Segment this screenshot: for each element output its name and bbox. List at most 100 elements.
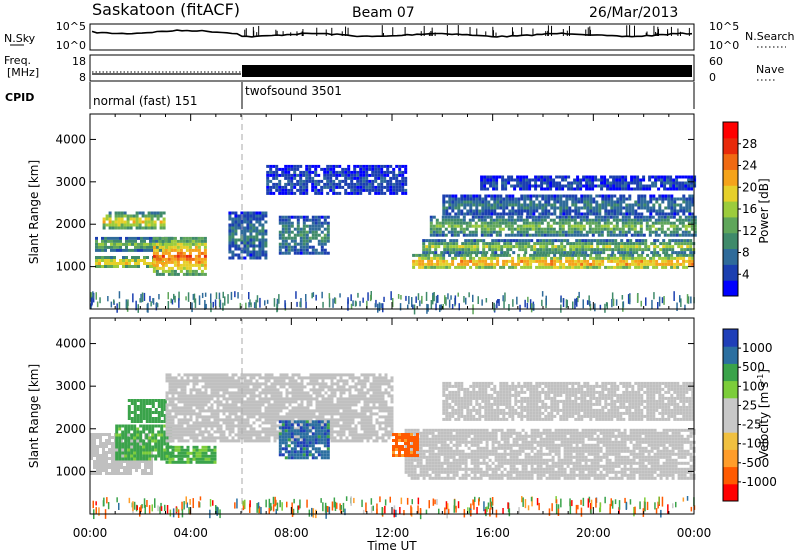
velocity-cell xyxy=(180,406,184,410)
power-cell xyxy=(326,185,330,189)
velocity-cell xyxy=(267,376,271,380)
velocity-cell xyxy=(148,454,152,458)
power-cell xyxy=(290,167,294,171)
velocity-cell xyxy=(139,408,143,411)
velocity-cell xyxy=(252,394,256,398)
power-cell xyxy=(551,248,555,252)
power-cell xyxy=(597,230,601,234)
power-cell xyxy=(290,245,294,249)
power-cell xyxy=(663,230,667,234)
velocity-cell xyxy=(165,430,169,434)
power-cell xyxy=(673,262,677,266)
velocity-cell xyxy=(198,400,202,404)
power-cell xyxy=(134,236,137,240)
power-cell xyxy=(255,232,259,236)
velocity-cell xyxy=(249,439,253,443)
velocity-cell xyxy=(105,454,108,457)
velocity-cell xyxy=(165,415,169,419)
power-cell xyxy=(664,262,668,266)
power-cell xyxy=(633,230,637,234)
power-cell xyxy=(542,239,546,243)
velocity-cell xyxy=(148,402,152,405)
velocity-cell xyxy=(151,399,155,402)
velocity-cell xyxy=(264,430,268,434)
power-cell xyxy=(634,200,638,204)
power-cell xyxy=(640,206,644,210)
velocity-cell xyxy=(145,399,149,402)
velocity-cell xyxy=(135,469,138,472)
power-cell xyxy=(521,242,525,246)
power-cell xyxy=(603,218,607,222)
velocity-cell xyxy=(204,418,208,422)
velocity-cell xyxy=(130,420,134,423)
power-cell xyxy=(484,256,488,260)
velocity-cell xyxy=(93,466,96,469)
power-cell xyxy=(666,215,670,219)
power-cell xyxy=(693,175,697,179)
velocity-cell xyxy=(177,433,181,437)
power-cell xyxy=(581,245,585,249)
power-cell xyxy=(554,251,558,255)
power-cell xyxy=(519,233,523,237)
velocity-cell xyxy=(192,385,196,389)
power-cell xyxy=(594,184,598,188)
power-cell xyxy=(616,212,620,216)
power-cell xyxy=(622,200,626,204)
power-cell xyxy=(688,206,692,210)
power-cell xyxy=(249,220,253,224)
velocity-cell xyxy=(210,382,214,386)
velocity-cell xyxy=(216,403,220,407)
power-cell xyxy=(421,256,425,260)
power-cell xyxy=(654,221,658,225)
power-cell xyxy=(427,259,431,263)
power-cell xyxy=(264,300,266,306)
power-cell xyxy=(589,262,593,266)
power-cell xyxy=(170,266,174,270)
power-cell xyxy=(614,248,618,252)
power-cell xyxy=(493,209,497,213)
power-cell xyxy=(633,187,637,191)
power-cell xyxy=(509,242,513,246)
power-cell xyxy=(252,256,256,260)
velocity-cell xyxy=(165,406,169,410)
power-cell xyxy=(293,170,297,174)
velocity-cell xyxy=(139,436,143,440)
power-cell xyxy=(452,242,456,246)
power-cell xyxy=(293,233,297,237)
power-cell xyxy=(620,245,624,249)
power-cell xyxy=(203,245,207,249)
power-cell xyxy=(368,188,372,192)
power-cell xyxy=(563,251,567,255)
power-cell xyxy=(455,251,459,255)
power-cell xyxy=(258,223,262,227)
power-cell xyxy=(278,251,282,255)
power-cell xyxy=(530,248,534,252)
velocity-cell xyxy=(258,436,262,440)
power-cell xyxy=(293,245,297,249)
velocity-cell xyxy=(171,394,175,398)
velocity-cell xyxy=(157,445,161,449)
power-cell xyxy=(501,175,505,179)
power-cell xyxy=(484,200,488,204)
power-cell xyxy=(621,224,625,228)
power-cell xyxy=(537,215,541,219)
power-cell xyxy=(167,248,171,252)
power-cell xyxy=(155,248,159,252)
power-cell xyxy=(532,256,536,260)
power-cell xyxy=(290,191,294,195)
power-cell xyxy=(185,266,189,270)
power-cell xyxy=(161,263,165,267)
velocity-cell xyxy=(183,382,187,386)
power-cell xyxy=(640,200,644,204)
power-cell xyxy=(90,303,92,310)
velocity-cell xyxy=(115,451,119,455)
velocity-cell xyxy=(219,403,223,407)
velocity-cell xyxy=(177,418,181,422)
velocity-cell xyxy=(246,379,250,383)
power-cell xyxy=(446,245,450,249)
power-cell xyxy=(378,302,381,312)
power-cell xyxy=(246,229,250,233)
power-cell xyxy=(457,197,461,201)
power-cell xyxy=(606,221,610,225)
power-cell xyxy=(448,206,452,210)
